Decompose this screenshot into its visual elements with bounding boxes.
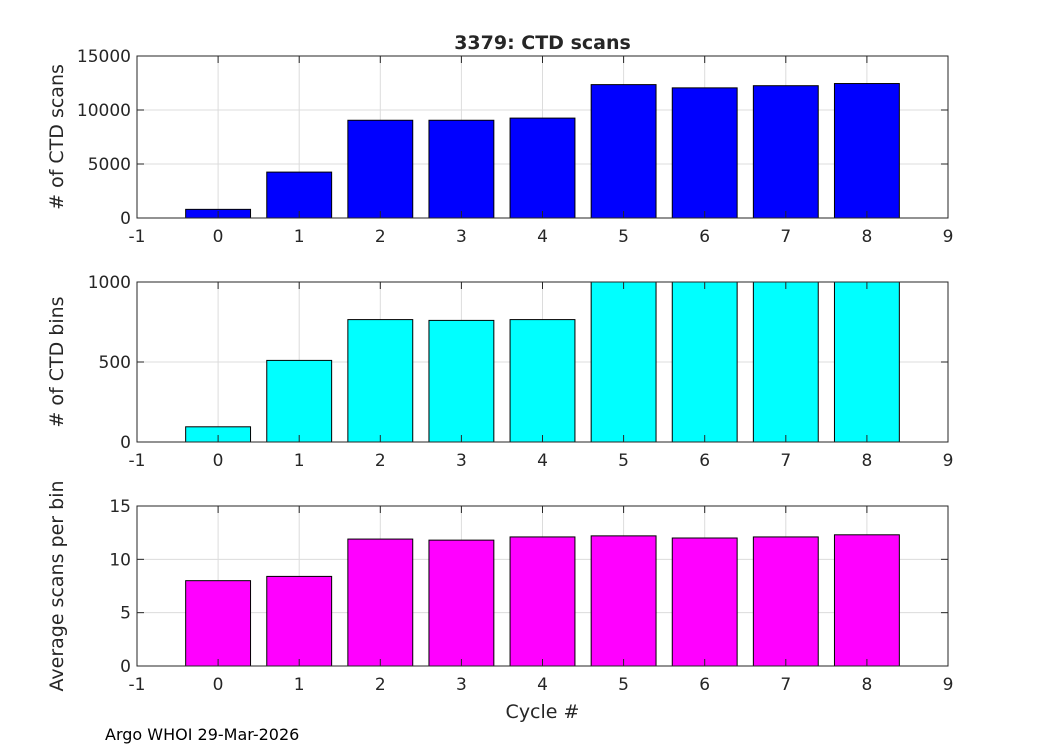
y-tick-label: 0 <box>120 657 131 677</box>
bar <box>347 119 414 219</box>
y-tick-label: 10000 <box>77 101 131 121</box>
x-tick-label: 7 <box>780 227 791 247</box>
x-tick-label: 3 <box>456 227 467 247</box>
bar <box>185 580 252 667</box>
bar <box>752 281 819 443</box>
bar <box>833 534 900 667</box>
y-tick-label: 500 <box>99 353 131 373</box>
x-tick-label: 6 <box>699 451 710 471</box>
bar <box>671 281 738 443</box>
x-tick-label: 9 <box>943 451 954 471</box>
x-tick-label: 3 <box>456 451 467 471</box>
y-tick-label: 10 <box>109 550 131 570</box>
bar <box>833 83 900 219</box>
x-tick-label: 0 <box>213 227 224 247</box>
x-tick-label: 5 <box>618 675 629 695</box>
bar <box>509 536 576 667</box>
y-axis-label: # of CTD bins <box>46 296 68 427</box>
x-tick-label: 8 <box>861 451 872 471</box>
x-tick-label: 9 <box>943 675 954 695</box>
x-tick-label: 6 <box>699 227 710 247</box>
bar <box>590 84 657 219</box>
bar <box>671 537 738 667</box>
x-tick-label: 8 <box>861 675 872 695</box>
x-tick-label: 5 <box>618 227 629 247</box>
x-tick-label: 2 <box>375 675 386 695</box>
bar <box>509 319 576 443</box>
y-tick-label: 15000 <box>77 47 131 67</box>
x-axis-label: Cycle # <box>506 701 580 723</box>
x-tick-label: 5 <box>618 451 629 471</box>
bar <box>347 319 414 443</box>
bar <box>509 117 576 219</box>
bar <box>428 119 495 219</box>
bar <box>266 171 333 219</box>
x-tick-label: 1 <box>294 675 305 695</box>
y-tick-label: 0 <box>120 209 131 229</box>
x-tick-label: 3 <box>456 675 467 695</box>
chart-title: 3379: CTD scans <box>454 32 631 54</box>
y-axis-label: # of CTD scans <box>46 64 68 210</box>
x-tick-label: 0 <box>213 451 224 471</box>
y-tick-label: 0 <box>120 433 131 453</box>
x-tick-label: -1 <box>129 227 146 247</box>
x-tick-label: 7 <box>780 675 791 695</box>
y-tick-label: 1000 <box>88 273 131 293</box>
x-tick-label: 0 <box>213 675 224 695</box>
x-tick-label: 6 <box>699 675 710 695</box>
bar <box>266 575 333 667</box>
bar <box>347 538 414 667</box>
x-tick-label: -1 <box>129 675 146 695</box>
x-tick-label: -1 <box>129 451 146 471</box>
footer-note: Argo WHOI 29-Mar-2026 <box>105 725 300 744</box>
x-tick-label: 9 <box>943 227 954 247</box>
y-tick-label: 5 <box>120 604 131 624</box>
x-tick-label: 7 <box>780 451 791 471</box>
y-tick-label: 5000 <box>88 155 131 175</box>
bar <box>590 535 657 667</box>
x-tick-label: 2 <box>375 451 386 471</box>
bar <box>752 85 819 219</box>
bar <box>833 281 900 443</box>
x-tick-label: 1 <box>294 227 305 247</box>
bar <box>428 539 495 667</box>
x-tick-label: 1 <box>294 451 305 471</box>
y-axis-label: Average scans per bin <box>46 480 68 691</box>
x-tick-label: 8 <box>861 227 872 247</box>
x-tick-label: 4 <box>537 675 548 695</box>
bar <box>266 359 333 443</box>
x-tick-label: 2 <box>375 227 386 247</box>
y-tick-label: 15 <box>109 497 131 517</box>
bar <box>752 536 819 667</box>
bar <box>428 319 495 443</box>
bar <box>590 281 657 443</box>
x-tick-label: 4 <box>537 227 548 247</box>
bar <box>671 87 738 219</box>
x-tick-label: 4 <box>537 451 548 471</box>
